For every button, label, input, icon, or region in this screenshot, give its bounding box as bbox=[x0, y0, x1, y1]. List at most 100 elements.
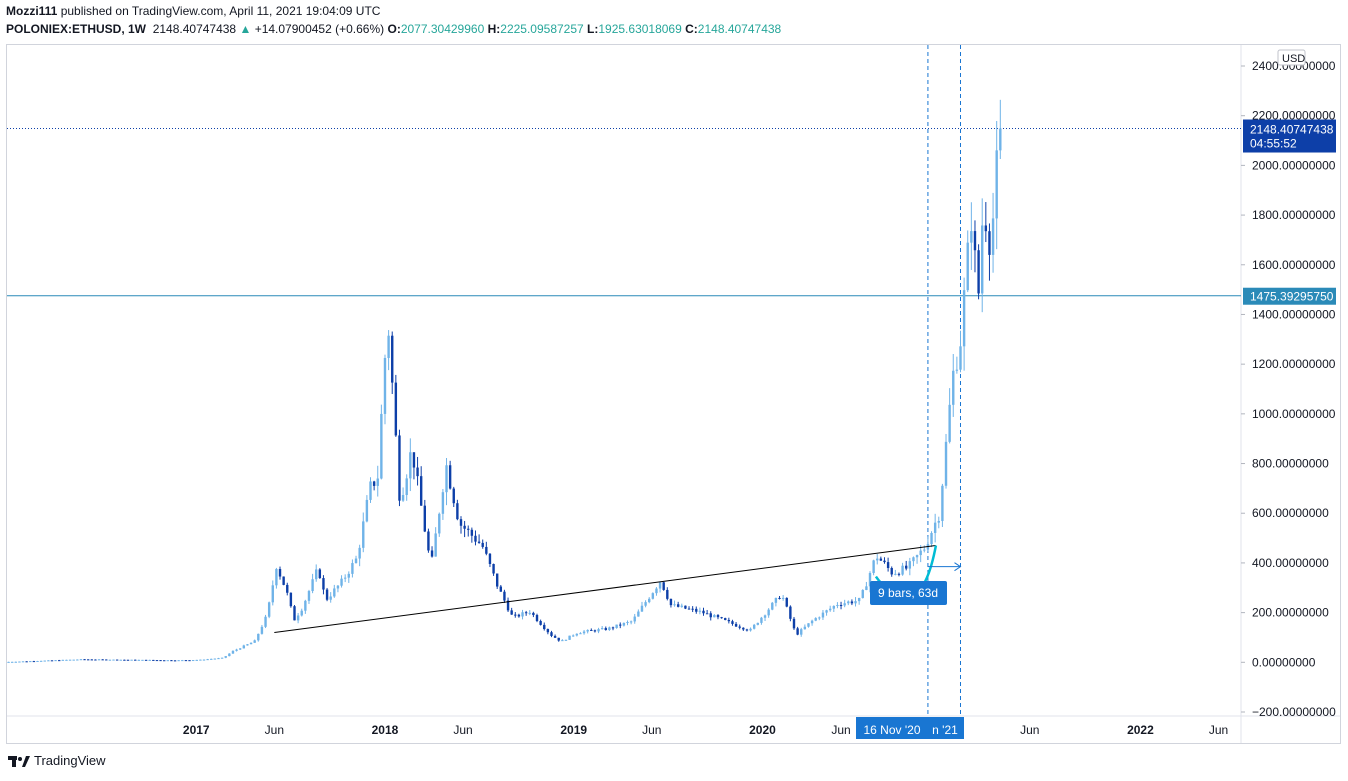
candle-body bbox=[865, 586, 868, 591]
y-tick-label: 200.00000000 bbox=[1252, 606, 1329, 620]
candle-body bbox=[850, 601, 854, 604]
candle-body bbox=[724, 618, 727, 620]
x-badge-label-2: n '21 bbox=[932, 723, 958, 737]
candle-body bbox=[315, 569, 318, 580]
candle-body bbox=[778, 597, 781, 599]
candle-body bbox=[810, 620, 814, 624]
measure-label: 9 bars, 63d bbox=[878, 586, 938, 600]
publish-line: Mozzi111 published on TradingView.com, A… bbox=[6, 4, 380, 18]
candle-body bbox=[923, 549, 926, 551]
candle-body bbox=[231, 650, 235, 654]
candle-body bbox=[311, 579, 314, 592]
candle-body bbox=[29, 661, 32, 663]
candle-body bbox=[423, 505, 427, 532]
candle-body bbox=[771, 602, 774, 610]
candle-body bbox=[387, 335, 390, 358]
candle-body bbox=[372, 481, 376, 486]
open-value: 2077.30429960 bbox=[400, 22, 485, 36]
candle-body bbox=[524, 612, 528, 614]
x-range-badge bbox=[856, 717, 964, 739]
candle-body bbox=[970, 231, 973, 243]
candle-body bbox=[781, 597, 785, 599]
candle-body bbox=[278, 569, 282, 577]
candle-body bbox=[944, 441, 948, 486]
candle-body bbox=[391, 335, 394, 383]
candle-body bbox=[347, 573, 350, 578]
y-tick-label: 1600.00000000 bbox=[1252, 258, 1336, 272]
candle-body bbox=[644, 602, 647, 606]
candle-body bbox=[673, 604, 676, 606]
candle-body bbox=[495, 573, 499, 587]
candle-body bbox=[401, 495, 405, 501]
candle-body bbox=[448, 465, 452, 489]
candle-body bbox=[130, 659, 133, 661]
low-label: L: bbox=[587, 22, 599, 36]
y-tick-label: 1400.00000000 bbox=[1252, 307, 1336, 321]
candle-body bbox=[669, 598, 673, 606]
candle-body bbox=[499, 586, 503, 592]
up-arrow-icon: ▲ bbox=[239, 22, 252, 36]
candle-body bbox=[528, 612, 531, 614]
candle-body bbox=[210, 658, 213, 660]
x-tick-label: Jun bbox=[453, 723, 472, 737]
candle-body bbox=[188, 660, 191, 662]
candle-body bbox=[86, 659, 90, 661]
x-tick-label: 2017 bbox=[183, 723, 210, 737]
candle-body bbox=[503, 591, 506, 601]
candle-body bbox=[477, 541, 481, 543]
candle-body bbox=[731, 621, 734, 624]
candle-body bbox=[246, 644, 249, 646]
author-name[interactable]: Mozzi111 bbox=[6, 4, 58, 18]
y-tick-label: 1800.00000000 bbox=[1252, 208, 1336, 222]
candle-body bbox=[362, 521, 365, 548]
candle-body bbox=[883, 560, 886, 563]
candle-body bbox=[785, 597, 788, 607]
y-tick-label: 400.00000000 bbox=[1252, 556, 1329, 570]
candle-body bbox=[789, 606, 792, 619]
candle-body bbox=[973, 231, 977, 251]
candle-body bbox=[351, 563, 354, 574]
candle-body bbox=[184, 660, 188, 662]
candle-body bbox=[61, 659, 65, 661]
candle-body bbox=[376, 478, 379, 486]
chart-frame[interactable] bbox=[6, 44, 1341, 744]
candle-body bbox=[727, 619, 731, 622]
candle-body bbox=[959, 346, 962, 370]
candle-body bbox=[752, 624, 756, 629]
candle-body bbox=[604, 628, 607, 630]
candle-body bbox=[365, 499, 369, 522]
candle-body bbox=[134, 659, 137, 661]
candle-body bbox=[68, 659, 72, 661]
candle-body bbox=[159, 660, 162, 662]
last-price: 2148.40747438 bbox=[152, 22, 237, 36]
candle-body bbox=[441, 492, 445, 514]
candle-body bbox=[713, 614, 716, 618]
candle-body bbox=[101, 659, 104, 661]
candle-body bbox=[199, 659, 202, 661]
candle-body bbox=[47, 660, 50, 662]
candle-body bbox=[651, 593, 655, 599]
candle-body bbox=[105, 659, 108, 661]
symbol-legend: POLONIEX:ETHUSD, 1W 2148.40747438 ▲ +14.… bbox=[6, 22, 781, 36]
candle-body bbox=[275, 569, 278, 586]
close-label: C: bbox=[685, 22, 698, 36]
candle-body bbox=[430, 550, 434, 557]
y-tick-label: 2000.00000000 bbox=[1252, 158, 1336, 172]
candle-body bbox=[611, 627, 615, 629]
candle-body bbox=[564, 639, 568, 641]
candle-body bbox=[546, 629, 550, 633]
candle-body bbox=[195, 659, 198, 661]
footer-brand[interactable]: TradingView bbox=[34, 753, 106, 768]
last-price-tag bbox=[1243, 119, 1336, 153]
candle-body bbox=[561, 640, 564, 642]
symbol-title[interactable]: POLONIEX:ETHUSD, 1W bbox=[6, 22, 147, 36]
candle-body bbox=[333, 588, 336, 597]
candle-body bbox=[257, 633, 260, 641]
candle-body bbox=[539, 621, 542, 625]
candle-body bbox=[21, 661, 25, 663]
x-tick-label: 2018 bbox=[372, 723, 399, 737]
candle-body bbox=[912, 557, 915, 562]
candle-body bbox=[119, 659, 122, 661]
candle-body bbox=[148, 659, 151, 661]
